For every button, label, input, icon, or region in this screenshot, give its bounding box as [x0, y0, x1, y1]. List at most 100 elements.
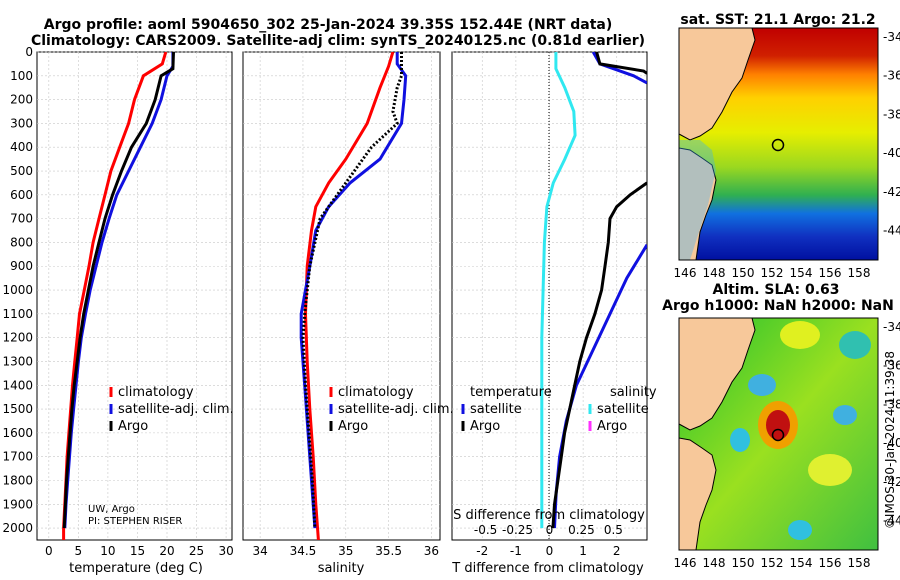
legend-satellite-label: satellite-adj. clim.	[118, 402, 234, 417]
land-mass-south	[679, 147, 717, 260]
lon-tick-label: 156	[819, 556, 842, 570]
sst-map	[679, 28, 878, 260]
lat-tick-label: -34	[883, 320, 900, 334]
land-mass	[679, 318, 756, 431]
x-tick-label: 10	[100, 544, 115, 558]
x-tick-label: 0	[546, 544, 554, 558]
sla-eddy	[839, 331, 871, 359]
sla-eddy	[748, 374, 776, 396]
depth-tick-label: 2000	[2, 521, 33, 535]
lon-tick-label: 150	[732, 266, 755, 280]
float-location-marker	[771, 138, 785, 152]
s-difference-tick-labels: -0.5 -0.25 0 0.25 0.5	[474, 523, 623, 537]
lat-tick-label: -42	[883, 185, 900, 199]
sla-map	[679, 318, 878, 550]
lon-tick-label: 146	[674, 266, 697, 280]
salinity-panel-frame	[242, 51, 441, 541]
float-location-marker	[771, 428, 785, 442]
legend-argo-label: Argo	[338, 419, 368, 434]
lon-tick-label: 156	[819, 266, 842, 280]
legend-temp-satellite-label: satellite	[470, 402, 522, 417]
top-tick-label: -0.25	[502, 523, 533, 537]
sst-lat-ticks: -34 -36 -38 -40 -42 -44	[883, 30, 900, 238]
lon-tick-label: 154	[790, 556, 813, 570]
x-tick-label: 25	[189, 544, 204, 558]
legend-salinity-title: salinity	[610, 385, 657, 400]
sla-eddy	[833, 405, 857, 425]
salinity-grid	[243, 51, 440, 540]
sla-map-subtitle: Argo h1000: NaN h2000: NaN	[662, 298, 894, 314]
lat-tick-label: -44	[883, 514, 900, 528]
depth-tick-label: 1300	[2, 354, 33, 368]
depth-tick-label: 600	[10, 188, 33, 202]
x-tick-label: 34.5	[290, 544, 317, 558]
depth-tick-label: 1000	[2, 283, 33, 297]
lon-tick-label: 158	[848, 266, 871, 280]
sst-map-frame	[678, 27, 879, 261]
lat-tick-label: -40	[883, 146, 900, 160]
sla-lat-ticks: -34 -36 -38 -40 -42 -44	[883, 320, 900, 528]
temperature-argo-difference-line	[595, 52, 647, 75]
sla-eddy	[730, 428, 750, 452]
depth-tick-label: 1100	[2, 307, 33, 321]
sst-map-title: sat. SST: 21.1 Argo: 21.2	[680, 12, 875, 28]
x-tick-label: -2	[476, 544, 488, 558]
salinity-tick-labels: 34 34.5 35 35.5 36	[252, 544, 439, 558]
lon-tick-label: 154	[790, 266, 813, 280]
sla-map-title: Altim. SLA: 0.63	[712, 282, 839, 298]
lon-tick-label: 150	[732, 556, 755, 570]
t-difference-tick-labels: -2 -1 0 1 2	[476, 544, 620, 558]
top-tick-label: 0	[546, 523, 554, 537]
sla-lon-ticks: 146 148 150 152 154 156 158	[674, 556, 871, 570]
depth-tick-label: 500	[10, 164, 33, 178]
imos-watermark: ©IMOS 30-Jan-2024 11:39:38	[883, 351, 897, 529]
salinity-climatology-line	[303, 52, 395, 540]
x-tick-label: 0	[45, 544, 53, 558]
top-tick-label: -0.5	[474, 523, 497, 537]
lat-tick-label: -38	[883, 397, 900, 411]
lon-tick-label: 152	[761, 556, 784, 570]
legend-sal-argo-label: Argo	[597, 419, 627, 434]
lon-tick-label: 148	[703, 556, 726, 570]
x-tick-label: 15	[130, 544, 145, 558]
land-mass	[679, 28, 756, 141]
salinity-legend: climatology satellite-adj. clim. Argo	[329, 385, 454, 434]
legend-satellite-label: satellite-adj. clim.	[338, 402, 454, 417]
depth-tick-label: 300	[10, 116, 33, 130]
depth-tick-label: 0	[25, 45, 33, 59]
sla-map-frame	[678, 317, 879, 551]
lon-tick-label: 146	[674, 556, 697, 570]
depth-tick-label: 700	[10, 212, 33, 226]
temperature-argo-difference-deep-line	[551, 181, 647, 529]
sla-eddy-core	[766, 410, 790, 440]
lat-tick-label: -36	[883, 69, 900, 83]
lat-tick-label: -42	[883, 475, 900, 489]
salinity-axis-label: salinity	[318, 561, 365, 576]
lat-tick-label: -36	[883, 359, 900, 373]
lat-tick-label: -34	[883, 30, 900, 44]
depth-tick-label: 1800	[2, 473, 33, 487]
sla-eddy	[808, 454, 852, 486]
lon-tick-label: 158	[848, 556, 871, 570]
depth-tick-labels: 0 100 200 300 400 500 600 700 800 900 1000 1100 1200…	[2, 45, 33, 535]
salinity-argo-line	[301, 52, 403, 529]
lat-tick-label: -40	[883, 436, 900, 450]
depth-tick-label: 1400	[2, 378, 33, 392]
sst-lon-ticks: 146 148 150 152 154 156 158	[674, 266, 871, 280]
depth-tick-label: 800	[10, 235, 33, 249]
depth-tick-label: 100	[10, 69, 33, 83]
sla-eddy	[788, 520, 812, 540]
lon-tick-label: 148	[703, 266, 726, 280]
legend-sal-satellite-label: satellite	[597, 402, 649, 417]
lat-tick-label: -38	[883, 107, 900, 121]
land-mass-south	[679, 437, 717, 550]
top-tick-label: 0.5	[604, 523, 623, 537]
depth-tick-label: 1200	[2, 331, 33, 345]
legend-climatology-label: climatology	[118, 385, 194, 400]
depth-tick-label: 200	[10, 93, 33, 107]
legend-temperature-title: temperature	[470, 385, 552, 400]
legend-climatology-label: climatology	[338, 385, 414, 400]
sla-eddy	[780, 321, 820, 349]
temperature-axis-label: temperature (deg C)	[69, 561, 203, 576]
x-tick-label: 2	[613, 544, 621, 558]
